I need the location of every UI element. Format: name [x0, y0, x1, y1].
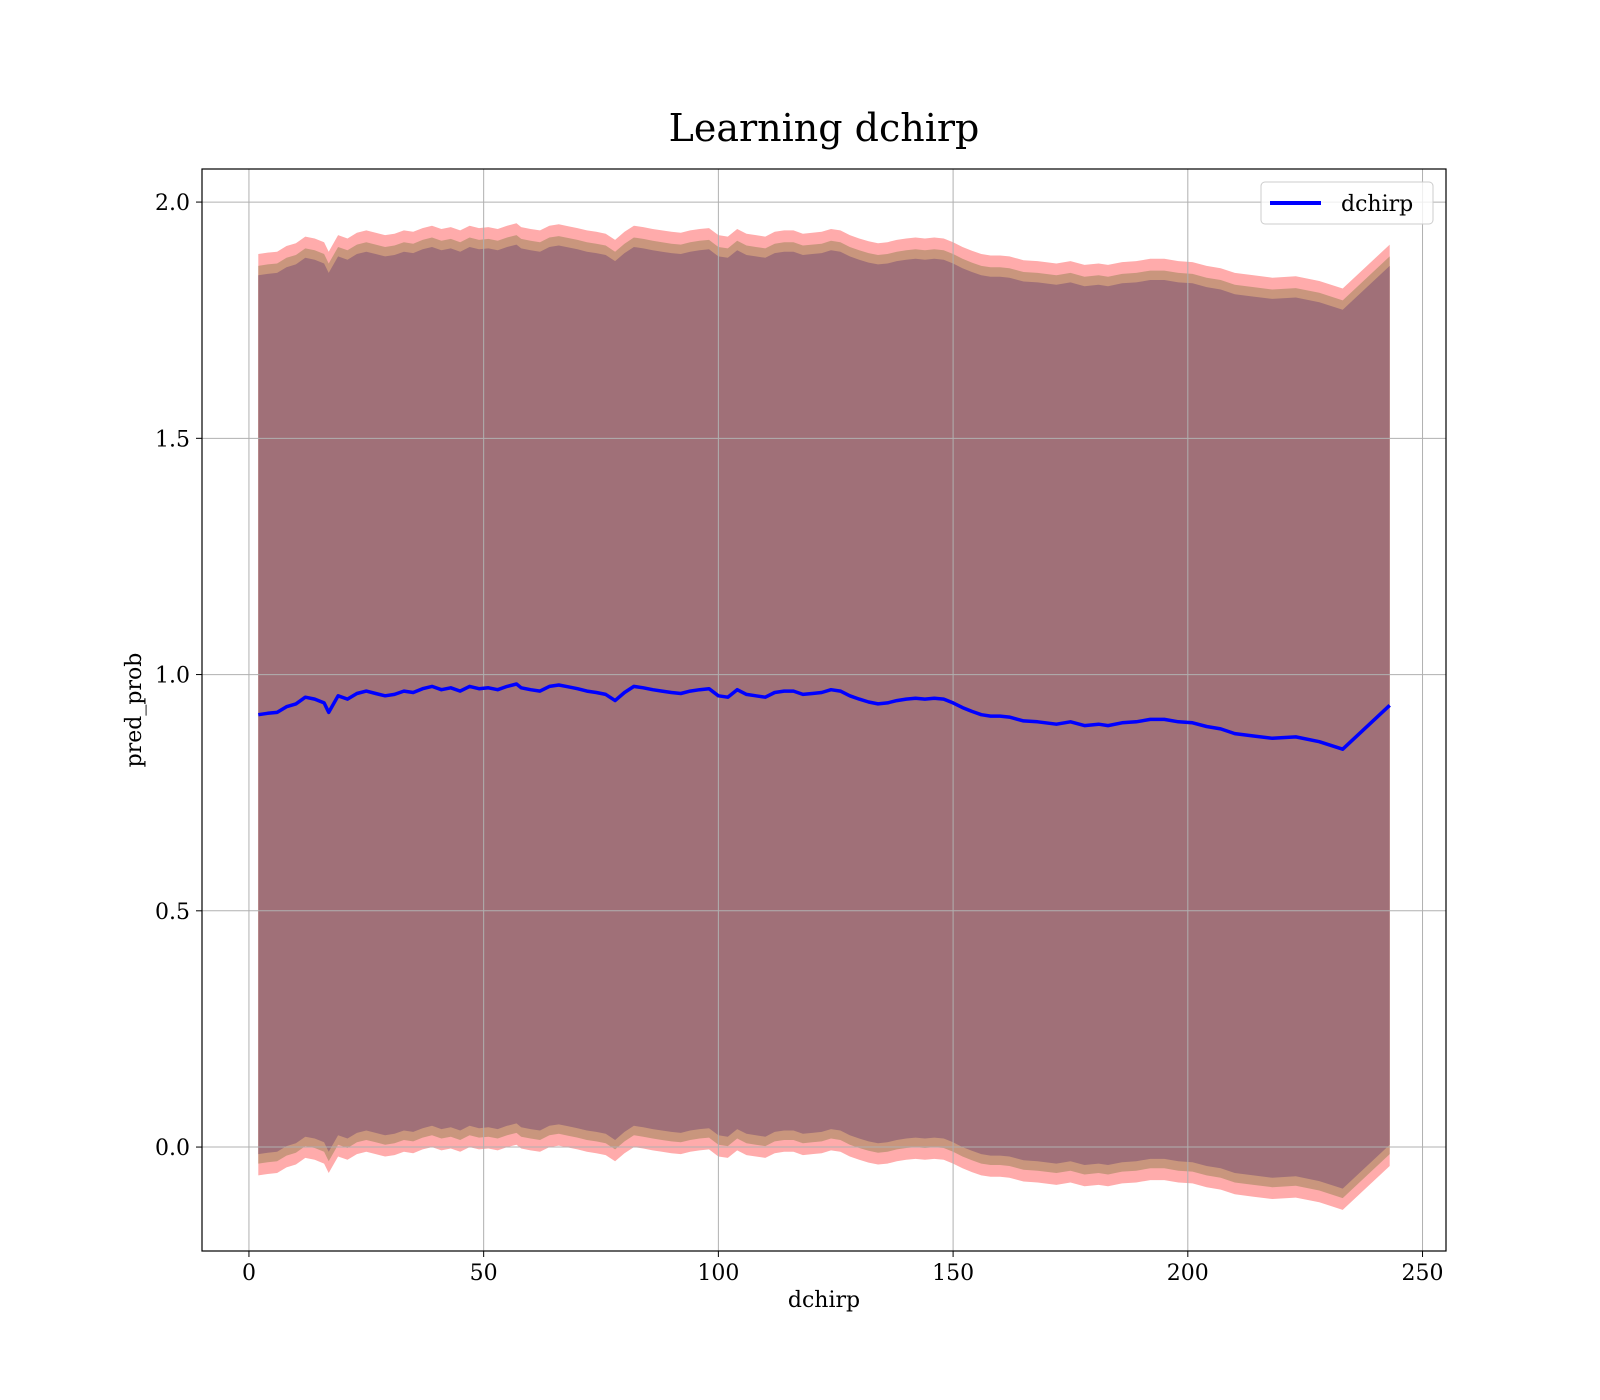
y-tick-label: 0.0 — [155, 1136, 190, 1161]
y-tick-label: 0.5 — [155, 900, 190, 925]
band-inner — [258, 244, 1390, 1189]
y-tick-label: 1.5 — [155, 427, 190, 452]
legend-label-dchirp: dchirp — [1341, 192, 1413, 217]
series-lines — [258, 682, 1391, 751]
legend-box — [1260, 181, 1434, 225]
plot-frame — [201, 168, 1447, 1252]
series-line-dchirp — [258, 682, 1391, 751]
x-tick-label: 0 — [242, 1261, 256, 1286]
grid-lines — [202, 169, 1446, 1251]
axis-ticks: 0 50 100 150 200 250 0.0 0.5 1.0 1.5 2.0 — [155, 191, 1444, 1286]
x-tick-label: 250 — [1402, 1261, 1444, 1286]
x-tick-label: 200 — [1167, 1261, 1209, 1286]
x-tick-label: 50 — [470, 1261, 498, 1286]
x-tick-label: 150 — [932, 1261, 974, 1286]
x-axis-label: dchirp — [788, 1288, 860, 1313]
chart-title: Learning dchirp — [669, 106, 980, 150]
y-axis-label: pred_prob — [122, 653, 147, 768]
y-tick-label: 2.0 — [155, 191, 190, 216]
y-tick-label: 1.0 — [155, 664, 190, 689]
legend: dchirp — [1260, 181, 1434, 225]
x-tick-label: 100 — [697, 1261, 739, 1286]
confidence-bands — [258, 223, 1390, 1210]
